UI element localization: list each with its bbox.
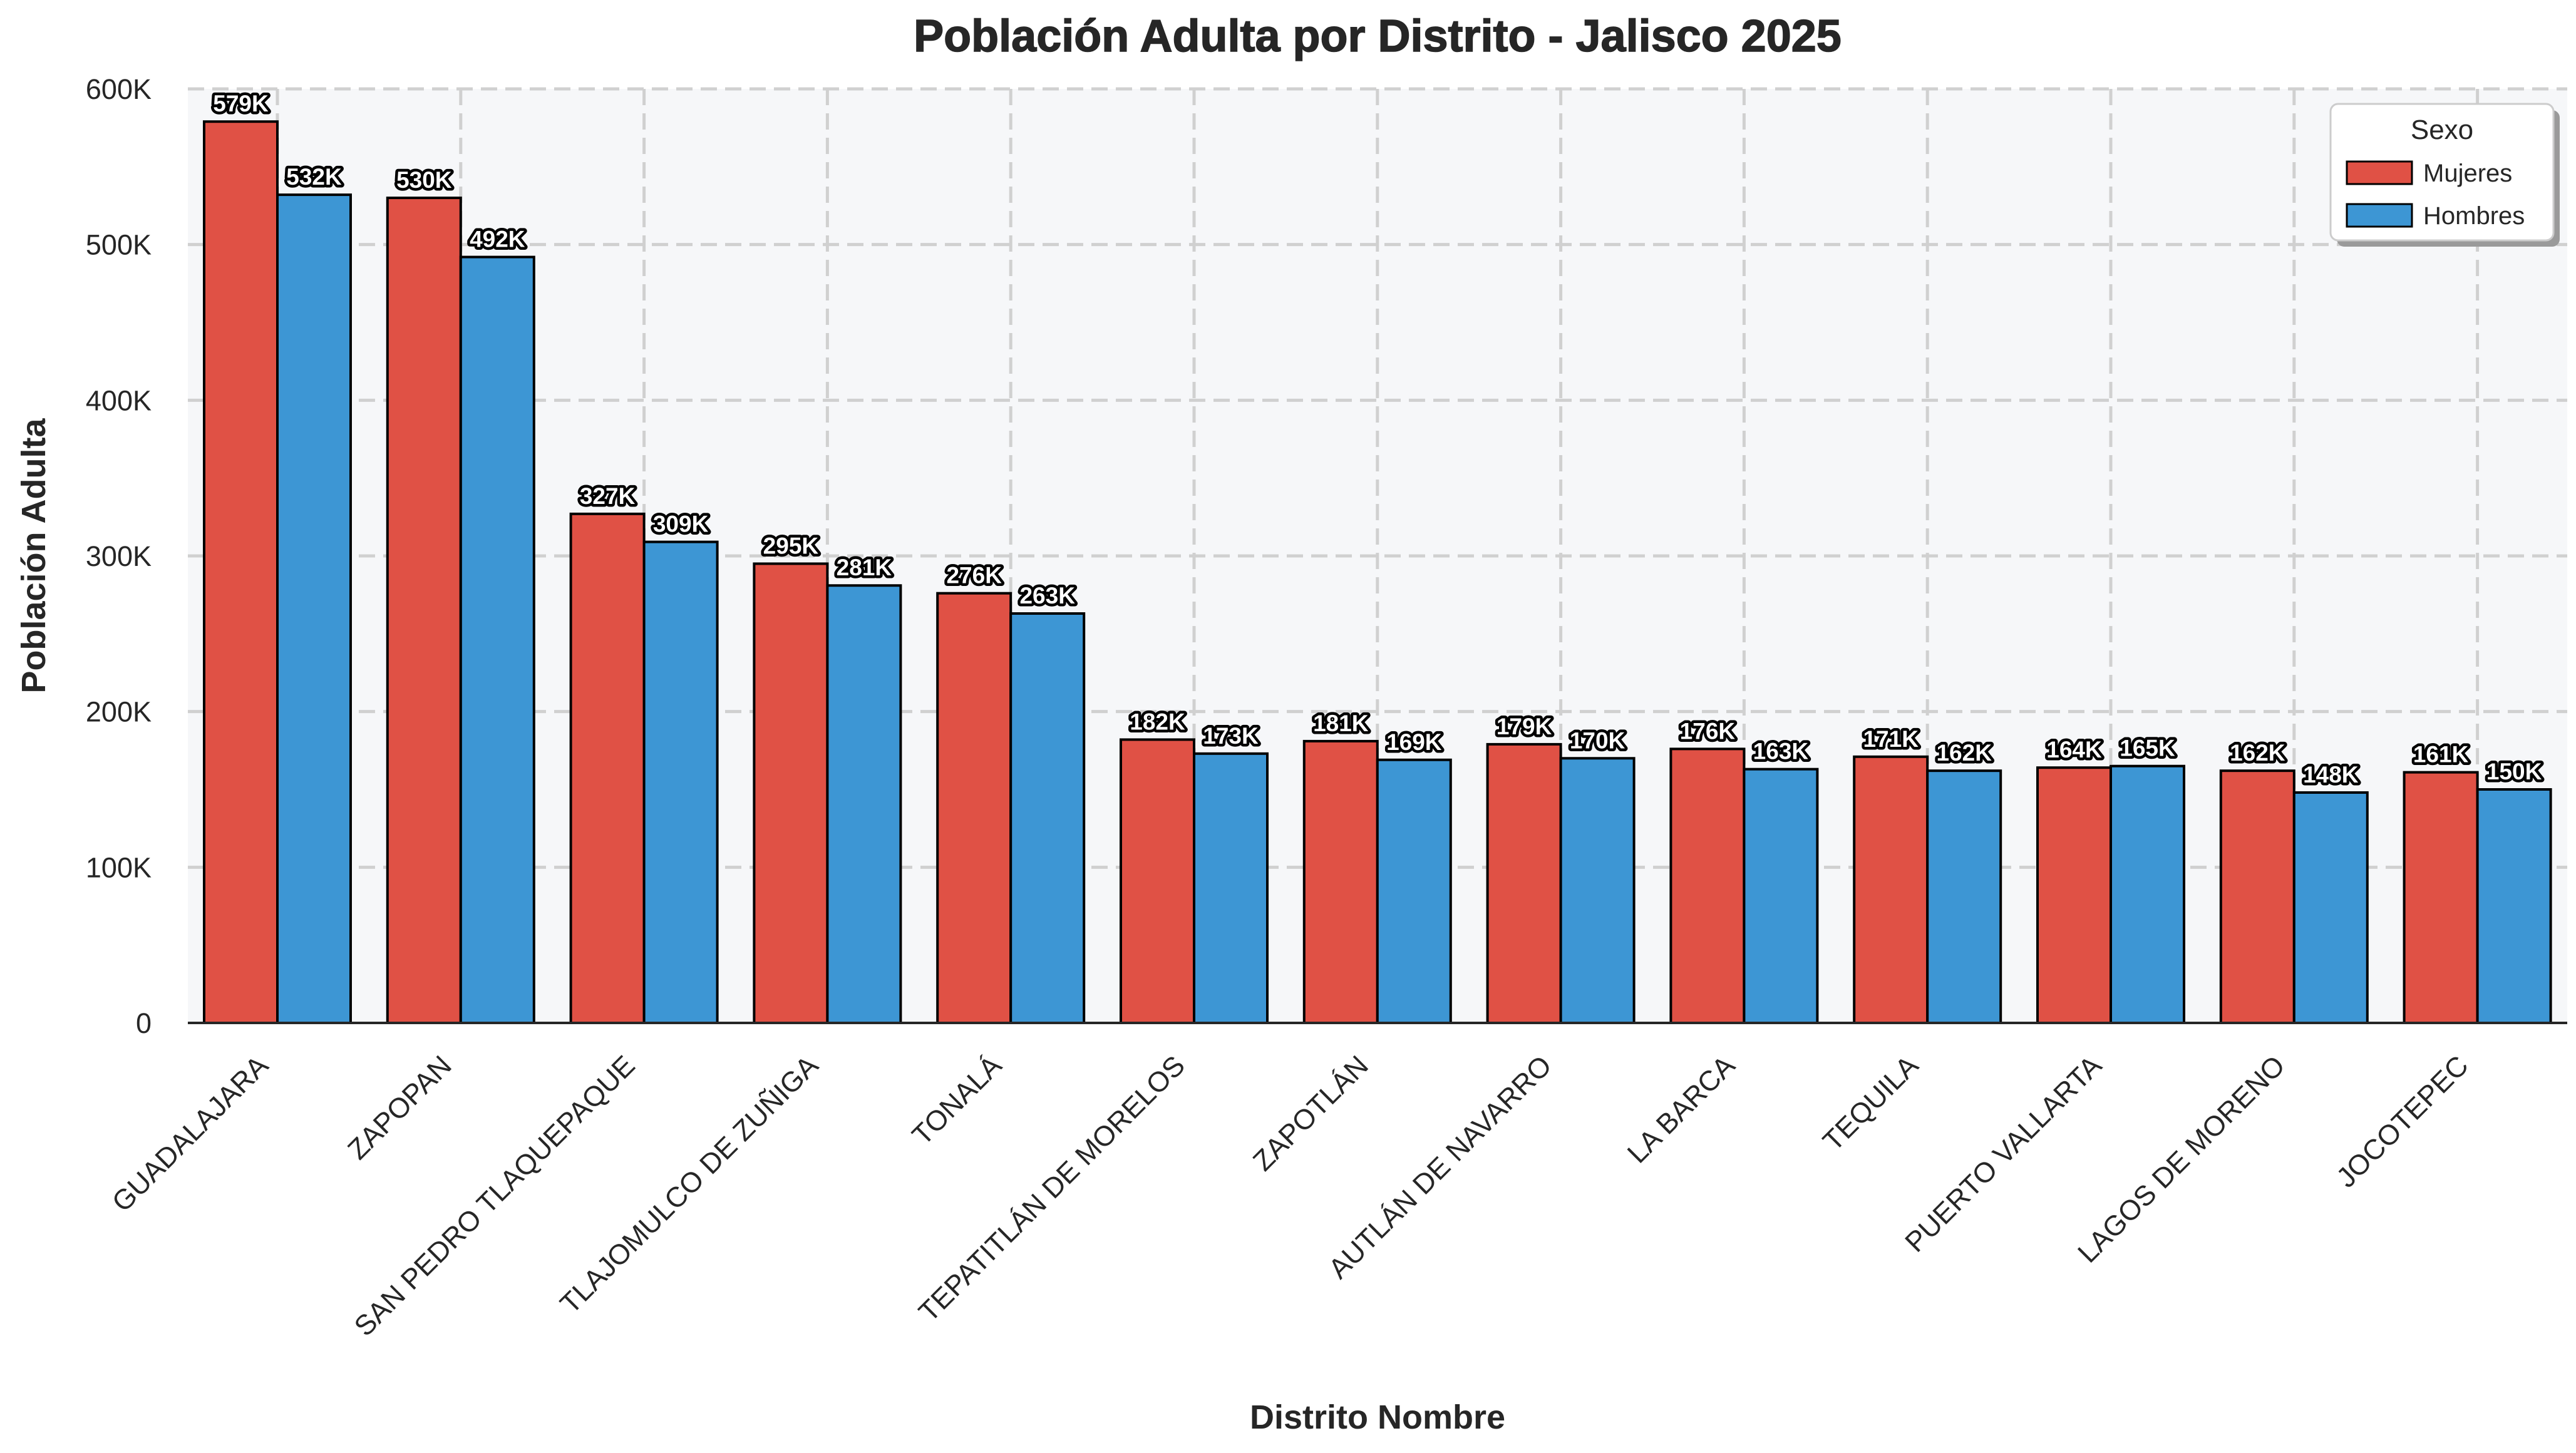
bar-mujeres-jocotepec: [2403, 771, 2479, 1024]
bar-hombres-puerto-vallarta: [2110, 764, 2185, 1024]
data-label-mujeres-la-barca: 176K: [1680, 718, 1736, 744]
y-tick-label: 600K: [86, 73, 152, 105]
bar-mujeres-tonala: [936, 592, 1012, 1024]
bar-mujeres-tequila: [1853, 755, 1929, 1025]
x-tick-label-zapotlan: ZAPOTLÁN: [1247, 1049, 1374, 1177]
x-tick-label-jocotepec: JOCOTEPEC: [2330, 1049, 2475, 1194]
data-label-hombres-autlan-de-navarro: 170K: [1570, 727, 1625, 753]
bar-mujeres-guadalajara: [203, 120, 279, 1025]
data-label-mujeres-zapopan: 530K: [396, 167, 452, 193]
bar-hombres-zapopan: [459, 255, 535, 1024]
x-tick-label-puerto-vallarta: PUERTO VALLARTA: [1899, 1049, 2108, 1258]
bar-hombres-zapotlan: [1376, 758, 1452, 1024]
data-label-hombres-tequila: 162K: [1936, 740, 1992, 766]
x-tick-label-tonala: TONALÁ: [905, 1049, 1007, 1151]
y-tick-labels: 0 100K 200K 300K 400K 500K 600K: [86, 73, 152, 1039]
data-label-hombres-tlajomulco-de-zuniga: 281K: [837, 555, 892, 580]
legend-label-mujeres: Mujeres: [2423, 160, 2512, 187]
x-tick-label-lagos-de-moreno: LAGOS DE MORENO: [2071, 1049, 2291, 1269]
bar-hombres-san-pedro-tlaquepaque: [642, 540, 719, 1024]
y-tick-label: 400K: [86, 384, 152, 416]
bars: [203, 120, 2552, 1025]
data-label-mujeres-jocotepec: 161K: [2413, 742, 2469, 768]
legend-label-hombres: Hombres: [2423, 202, 2525, 230]
data-label-hombres-puerto-vallarta: 165K: [2120, 736, 2175, 761]
data-label-mujeres-zapotlan: 181K: [1313, 711, 1369, 736]
bar-hombres-tonala: [1009, 612, 1086, 1024]
legend-swatch-hombres: [2346, 203, 2413, 228]
data-label-mujeres-lagos-de-moreno: 162K: [2230, 740, 2285, 766]
x-tick-label-zapopan: ZAPOPAN: [341, 1049, 458, 1166]
bar-mujeres-puerto-vallarta: [2036, 766, 2112, 1024]
data-label-mujeres-tequila: 171K: [1863, 726, 1919, 752]
bar-hombres-la-barca: [1743, 768, 1819, 1024]
bar-hombres-tlajomulco-de-zuniga: [826, 584, 902, 1024]
bar-mujeres-zapotlan: [1302, 739, 1379, 1024]
bar-mujeres-lagos-de-moreno: [2219, 769, 2295, 1025]
data-label-hombres-jocotepec: 150K: [2486, 759, 2542, 784]
bar-hombres-lagos-de-moreno: [2292, 791, 2369, 1025]
bar-mujeres-autlan-de-navarro: [1486, 742, 1562, 1025]
legend-swatch-mujeres: [2346, 160, 2413, 185]
data-label-hombres-guadalajara: 532K: [286, 164, 342, 190]
data-label-hombres-tepatitlan-de-morelos: 173K: [1203, 723, 1259, 749]
data-labels: 579K 530K 327K 295K 276K 182K 181K 179K 176K 171K…: [210, 88, 2545, 791]
data-label-hombres-la-barca: 163K: [1753, 739, 1809, 764]
data-label-hombres-lagos-de-moreno: 148K: [2303, 762, 2359, 788]
data-label-mujeres-autlan-de-navarro: 179K: [1497, 714, 1552, 739]
x-axis-title: Distrito Nombre: [1250, 1399, 1505, 1436]
data-label-hombres-tonala: 263K: [1019, 583, 1075, 608]
data-label-hombres-zapopan: 492K: [470, 227, 525, 252]
data-label-mujeres-guadalajara: 579K: [213, 91, 269, 116]
bar-mujeres-tlajomulco-de-zuniga: [753, 562, 829, 1024]
bar-mujeres-san-pedro-tlaquepaque: [569, 512, 646, 1024]
data-label-hombres-zapotlan: 169K: [1386, 729, 1442, 755]
y-tick-label: 500K: [86, 229, 152, 261]
chart-title: Población Adulta por Distrito - Jalisco …: [914, 11, 1842, 61]
bar-mujeres-zapopan: [386, 197, 462, 1025]
data-label-mujeres-san-pedro-tlaquepaque: 327K: [580, 483, 636, 509]
data-label-hombres-san-pedro-tlaquepaque: 309K: [653, 511, 709, 537]
bar-hombres-autlan-de-navarro: [1559, 757, 1636, 1025]
bar-mujeres-la-barca: [1669, 747, 1746, 1024]
y-axis-title: Población Adulta: [15, 418, 53, 694]
bar-hombres-tepatitlan-de-morelos: [1193, 752, 1269, 1024]
legend: Sexo Mujeres Hombres: [2329, 103, 2560, 247]
bar-hombres-jocotepec: [2476, 788, 2552, 1024]
data-label-mujeres-tlajomulco-de-zuniga: 295K: [763, 533, 819, 558]
bar-mujeres-tepatitlan-de-morelos: [1120, 738, 1195, 1024]
y-tick-label: 0: [136, 1007, 152, 1039]
legend-title: Sexo: [2411, 115, 2473, 145]
y-tick-label: 100K: [86, 851, 152, 883]
y-tick-label: 200K: [86, 696, 152, 728]
y-tick-label: 300K: [86, 540, 152, 572]
data-label-mujeres-tonala: 276K: [946, 563, 1002, 588]
data-label-mujeres-puerto-vallarta: 164K: [2046, 737, 2102, 762]
x-tick-label-tequila: TEQUILA: [1816, 1049, 1924, 1157]
data-label-mujeres-tepatitlan-de-morelos: 182K: [1130, 709, 1185, 734]
x-tick-label-la-barca: LA BARCA: [1621, 1049, 1741, 1169]
bar-hombres-tequila: [1926, 769, 2002, 1025]
x-tick-label-guadalajara: GUADALAJARA: [106, 1049, 274, 1218]
bar-hombres-guadalajara: [276, 193, 352, 1024]
